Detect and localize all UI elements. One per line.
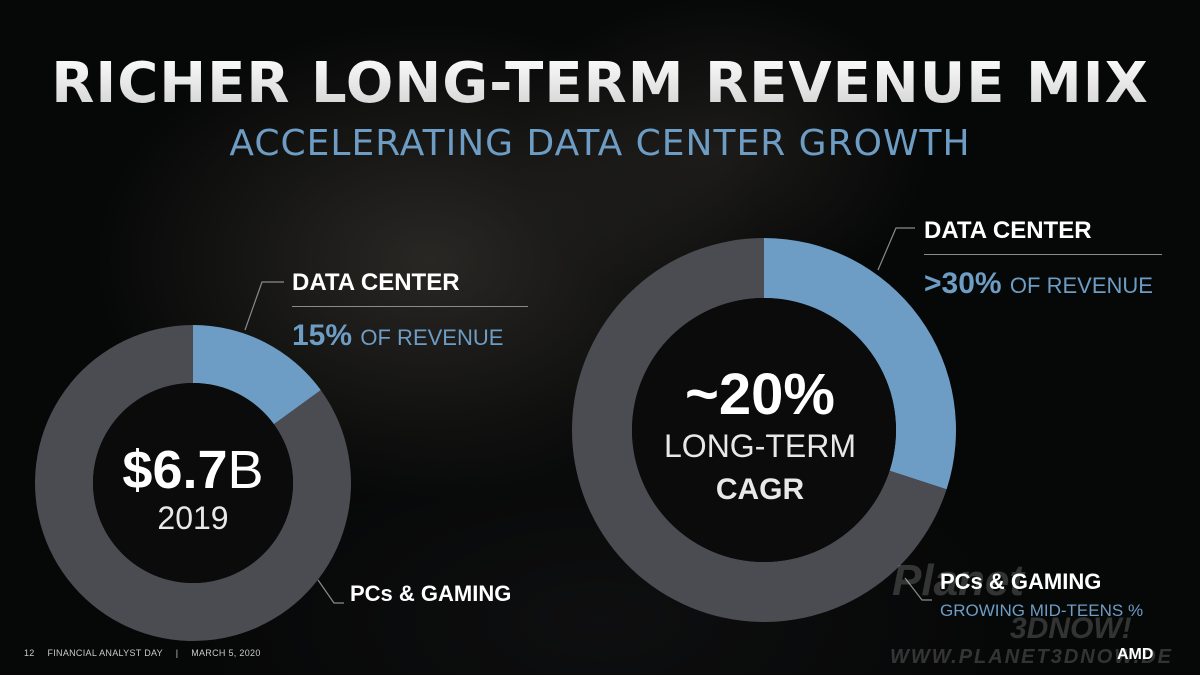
left-center-amount: $6.7 <box>122 440 228 500</box>
right-center-value: ~20% <box>685 362 835 427</box>
left-dc-share: 15% OF REVENUE <box>292 318 503 356</box>
left-center-unit: B <box>227 440 264 500</box>
footer-separator: | <box>175 648 179 658</box>
right-donut-slice-pcs-gaming <box>572 238 947 622</box>
right-center-line2: LONG-TERM <box>664 428 856 464</box>
footer-event: FINANCIAL ANALYST DAY <box>47 648 163 658</box>
left-donut-hole <box>93 383 293 583</box>
right-dc-rule <box>924 254 1162 255</box>
right-dc-suffix: OF REVENUE <box>1009 273 1153 298</box>
leader-line-left-dc <box>244 281 284 331</box>
right-dc-percent: >30% <box>924 267 1002 300</box>
slide-title: RICHER LONG-TERM REVENUE MIX <box>0 52 1200 116</box>
left-donut-slice-data-center <box>193 325 321 425</box>
left-dc-percent: 15% <box>292 319 353 352</box>
amd-logo: AMD <box>1117 646 1154 663</box>
left-dc-label: DATA CENTER <box>292 269 460 296</box>
footer-date: MARCH 5, 2020 <box>191 648 261 658</box>
footer-page-number: 12 <box>24 648 35 658</box>
donut-chart-long-term <box>572 238 957 622</box>
watermark-url: WWW.PLANET3DNOW.DE <box>890 646 1174 668</box>
right-pc-sublabel: GROWING MID-TEENS % <box>940 601 1144 620</box>
leader-line-right-pc <box>904 577 932 601</box>
footer: 12 FINANCIAL ANALYST DAY | MARCH 5, 2020 <box>24 648 271 658</box>
left-center-value: $6.7B <box>118 440 268 500</box>
donut-chart-2019 <box>34 325 351 641</box>
right-donut-hole <box>632 298 896 562</box>
left-donut-slice-pcs-gaming <box>34 325 351 641</box>
right-dc-label: DATA CENTER <box>924 217 1092 244</box>
left-pc-label: PCs & GAMING <box>350 581 512 606</box>
left-dc-rule <box>292 306 528 307</box>
leader-line-right-dc <box>877 227 915 271</box>
left-dc-suffix: OF REVENUE <box>360 325 504 350</box>
right-dc-share: >30% OF REVENUE <box>924 266 1153 304</box>
left-center-year: 2019 <box>157 500 229 536</box>
right-center-line3: CAGR <box>715 473 805 506</box>
leader-line-left-pc <box>317 579 344 604</box>
watermark-line2: 3DNOW! <box>1010 612 1132 645</box>
slide-subtitle: ACCELERATING DATA CENTER GROWTH <box>229 123 971 164</box>
right-donut-slice-data-center <box>764 238 957 490</box>
watermark-logo: Planet <box>892 556 1025 605</box>
right-pc-label: PCs & GAMING <box>940 569 1102 594</box>
